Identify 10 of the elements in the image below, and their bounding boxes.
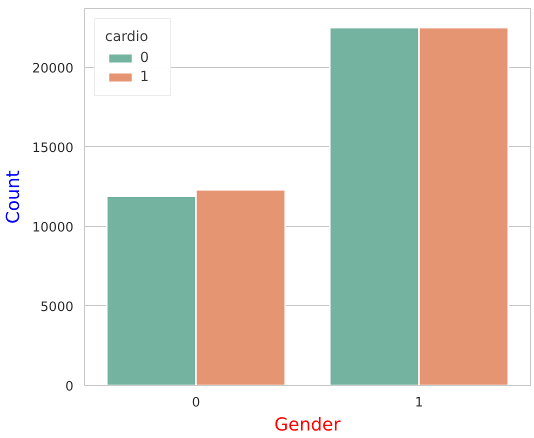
y-tick-label: 20000 bbox=[32, 61, 74, 76]
y-tick-label: 15000 bbox=[32, 140, 74, 156]
legend-label: 0 bbox=[140, 50, 150, 66]
legend-title: cardio bbox=[105, 29, 150, 45]
y-axis-title: Count bbox=[3, 170, 24, 224]
y-tick-label: 10000 bbox=[32, 220, 74, 236]
legend-label: 1 bbox=[140, 69, 150, 85]
x-axis-title: Gender bbox=[274, 414, 342, 436]
y-tick-label: 0 bbox=[65, 380, 74, 394]
y-tick-label: 5000 bbox=[40, 300, 74, 315]
